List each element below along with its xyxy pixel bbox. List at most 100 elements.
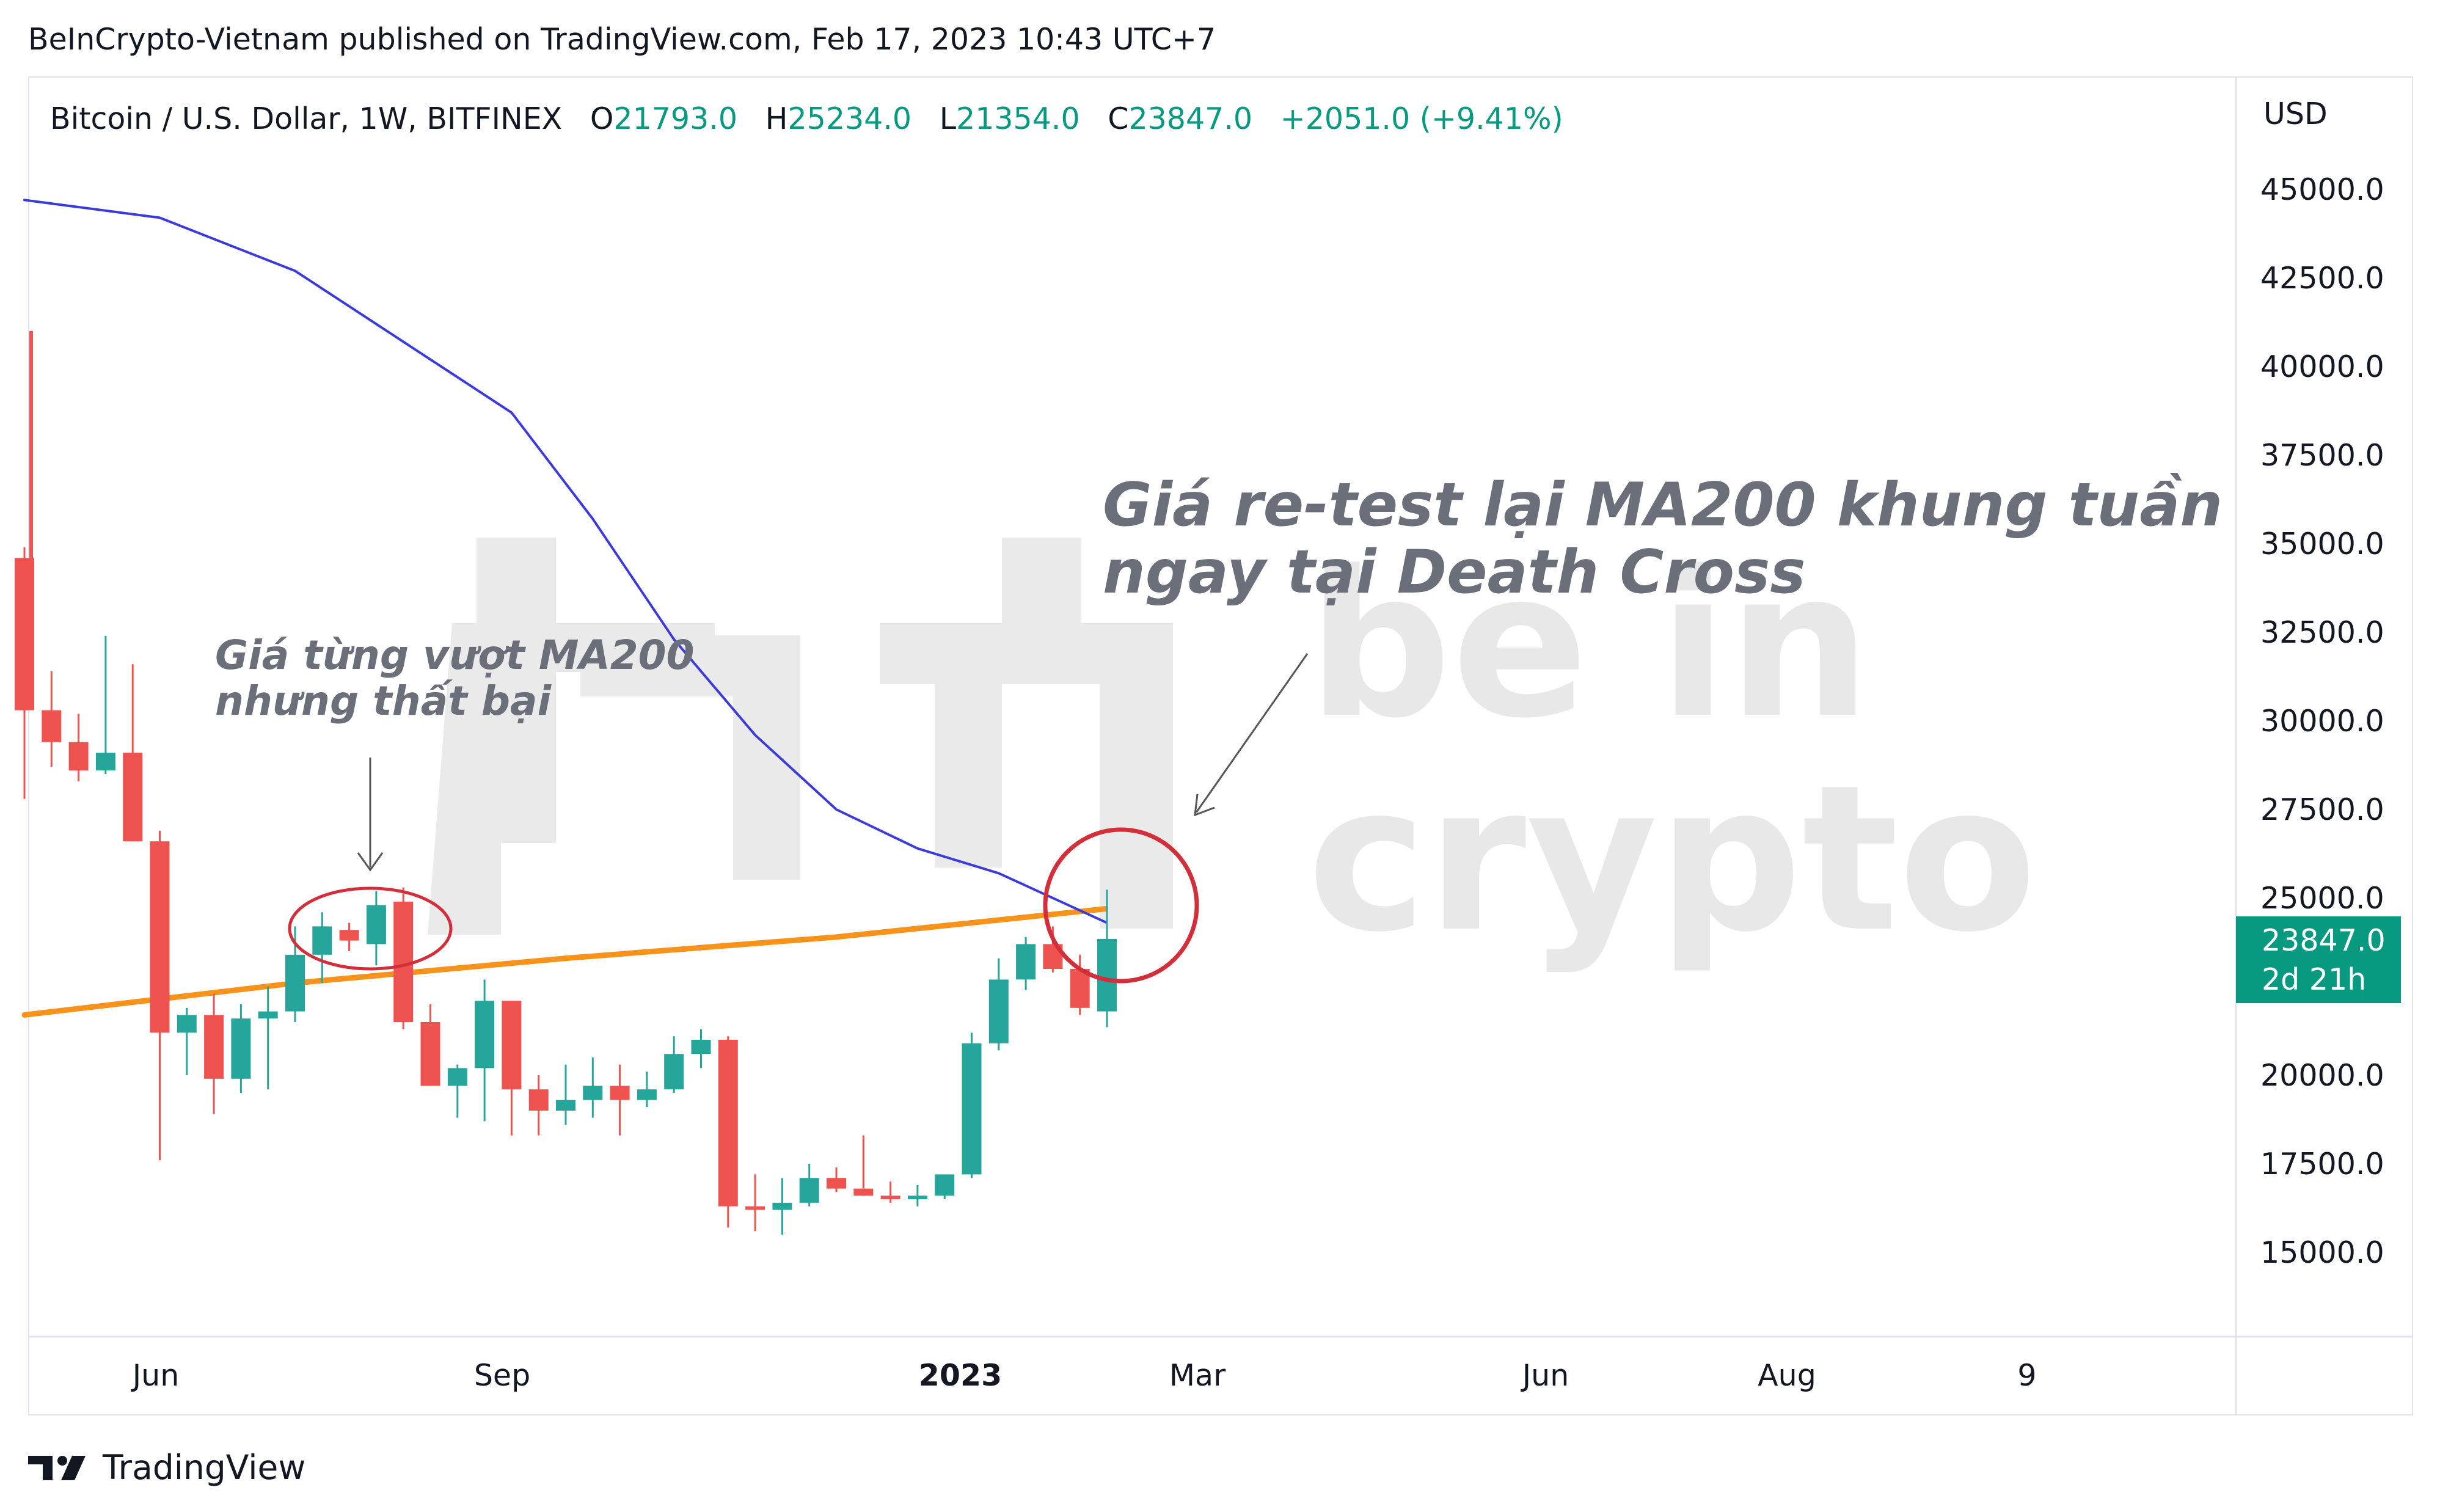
candle [853,1135,874,1196]
candle [68,714,89,781]
watermark-line1: be in [1307,528,1871,762]
bar-countdown: 2d 21h [2262,962,2367,997]
candle [745,1174,765,1232]
candle-body [95,753,115,771]
candle-body [177,1015,197,1033]
y-tick-label: 17500.0 [2260,1147,2384,1181]
open-value: 21793.0 [613,101,738,136]
moving-averages [21,199,1108,1018]
candle-body [610,1086,630,1100]
candle-body [583,1086,603,1100]
candle-body [339,930,359,941]
low-value: 21354.0 [956,101,1080,136]
candle [447,1064,467,1118]
y-tick-label: 32500.0 [2260,615,2384,650]
candle-partial [29,331,33,558]
chart-frame [28,76,2413,1415]
candle-body [15,558,34,710]
y-tick-label: 27500.0 [2260,792,2384,827]
candle [718,1036,738,1228]
open-label: O [590,101,614,136]
candle [42,671,62,767]
close-value: 23847.0 [1128,101,1253,136]
right-arrow-line [1195,653,1309,813]
annotation-left-line1: Giá từng vượt MA200 [215,632,694,679]
candle [880,1181,900,1203]
candle [420,1004,440,1086]
candle-body [393,901,414,1022]
candle-body [68,742,89,771]
candle-body [1016,944,1036,980]
y-axis-ticks: 45000.0 42500.0 40000.0 37500.0 35000.0 32500… [2260,172,2384,1270]
candle [664,1036,684,1093]
annotation-left-line2: nhưng thất bại [215,677,552,725]
candle-body [42,710,62,742]
candle-body [285,954,305,1012]
candle-body [827,1178,846,1189]
candle [502,1001,522,1136]
x-axis-ticks: Jun Sep 2023 Mar Jun Aug 9 [131,1358,2037,1393]
x-tick-label: 2023 [919,1358,1002,1393]
ma-blue-line [23,199,1108,924]
candle-body [745,1206,765,1210]
candle [393,887,414,1029]
candle [312,912,332,984]
watermark-logo: be in crypto [428,528,2037,976]
y-tick-label: 45000.0 [2260,172,2384,207]
y-tick-label: 40000.0 [2260,349,2384,384]
y-tick-label: 30000.0 [2260,704,2384,739]
candle-body [691,1040,711,1054]
candle-body [420,1022,440,1086]
candle-body [1070,969,1090,1008]
candle [339,922,359,951]
candle-body [988,979,1009,1043]
candle-body [772,1202,792,1210]
candles [15,331,1117,1235]
candle [907,1185,927,1207]
candle [1070,954,1090,1015]
candle-body [935,1174,955,1196]
tradingview-logo-icon [28,1456,86,1480]
candle-body [799,1178,819,1203]
published-caption: BeInCrypto-Vietnam published on TradingV… [28,22,1216,57]
candle [610,1064,630,1136]
y-tick-label: 37500.0 [2260,438,2384,473]
candle [691,1029,711,1068]
candle-body [718,1040,738,1207]
x-tick-label: Jun [1521,1358,1569,1393]
candle-body [853,1188,874,1196]
left-arrow-head [357,852,384,872]
candle [177,1007,197,1075]
symbol-legend: Bitcoin / U.S. Dollar, 1W, BITFINEX O217… [50,101,1563,136]
x-tick-label: 9 [2017,1358,2036,1393]
tradingview-brand[interactable]: TradingView [28,1448,306,1487]
candle [366,891,386,966]
change-value: +2051.0 (+9.41%) [1280,101,1563,136]
candle [150,830,170,1161]
right-arrow-head [1194,794,1215,817]
candle-body [637,1089,657,1100]
candle-body [475,1001,495,1068]
low-label: L [939,101,957,136]
candle [637,1072,657,1108]
symbol-name: Bitcoin / U.S. Dollar, 1W, BITFINEX [50,101,563,136]
annotation-right-line1: Giá re-test lại MA200 khung tuần [1103,470,2223,540]
y-tick-label: 25000.0 [2260,881,2384,916]
ma200-orange-line [21,905,1108,1018]
currency-label[interactable]: USD [2263,97,2328,131]
last-price-tag: 23847.0 2d 21h [2236,916,2401,1003]
candle-body [231,1018,251,1079]
candle [15,547,34,799]
candle [556,1064,575,1125]
candle [1097,889,1117,1028]
candle-body [258,1011,278,1019]
deathcross-highlight-circle [1043,827,1199,984]
candle-body [447,1068,467,1086]
brand-name: TradingView [103,1448,306,1487]
candle [528,1075,549,1136]
candle [988,958,1009,1051]
candle-body [150,841,170,1033]
candle [204,993,224,1114]
x-tick-label: Aug [1758,1358,1816,1393]
